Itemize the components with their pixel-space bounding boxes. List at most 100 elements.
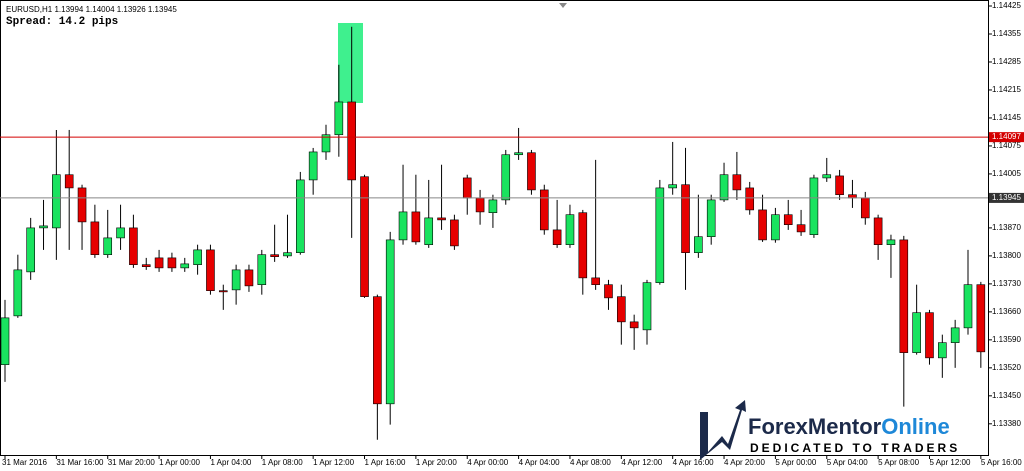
x-tick-label: 4 Apr 20:00: [724, 458, 765, 467]
candle-body: [0, 317, 10, 365]
candle-body: [835, 175, 844, 196]
watermark: ForexMentorOnline DEDICATED TO TRADERS: [700, 400, 960, 460]
candle-body: [938, 342, 947, 359]
candle-body: [809, 177, 819, 235]
candle-body: [527, 152, 536, 191]
candle-body: [963, 284, 973, 329]
candle-body: [334, 101, 344, 136]
candle-body: [154, 257, 164, 269]
watermark-tagline: DEDICATED TO TRADERS: [750, 441, 960, 455]
candle-body: [257, 254, 267, 285]
plot: [0, 26, 986, 440]
x-tick-label: 5 Apr 00:00: [775, 458, 816, 467]
x-tick-label: 4 Apr 16:00: [673, 458, 714, 467]
candle-body: [321, 134, 331, 153]
price-label-box: [989, 192, 1024, 203]
y-tick-label: 1.14425: [992, 1, 1021, 10]
x-tick-label: 5 Apr 12:00: [929, 458, 970, 467]
x-tick-label: 1 Apr 04:00: [210, 458, 251, 467]
y-tick-label: 1.13590: [992, 335, 1021, 344]
logo-icon: [700, 400, 746, 460]
x-tick-label: 4 Apr 04:00: [519, 458, 560, 467]
y-tick-label: 1.13380: [992, 419, 1021, 428]
candle-body: [26, 227, 35, 273]
candle-body: [193, 249, 202, 265]
candle-body: [308, 151, 318, 181]
y-tick-label: 1.13660: [992, 307, 1021, 316]
candle-body: [976, 284, 986, 353]
candle-body: [167, 257, 177, 269]
candle-body: [296, 179, 305, 253]
candle-body: [732, 174, 742, 191]
candle-body: [822, 174, 832, 179]
candle-body: [39, 225, 48, 229]
candle-body: [398, 211, 408, 241]
candle-body: [899, 239, 909, 353]
candle-body: [655, 187, 665, 283]
x-tick-label: 5 Apr 08:00: [878, 458, 919, 467]
candle-body: [514, 152, 523, 156]
y-tick-label: 1.14145: [992, 113, 1021, 122]
x-tick-label: 1 Apr 12:00: [313, 458, 354, 467]
x-tick-label: 5 Apr 16:00: [981, 458, 1022, 467]
candle-body: [52, 174, 61, 229]
y-tick-label: 1.13730: [992, 279, 1021, 288]
y-tick-label: 1.13520: [992, 363, 1021, 372]
candle-body: [950, 327, 960, 343]
y-tick-label: 1.14215: [992, 85, 1021, 94]
x-tick-label: 4 Apr 00:00: [467, 458, 508, 467]
price-label: 1.13945: [992, 193, 1021, 202]
candle-body: [604, 284, 613, 299]
y-tick-label: 1.14005: [992, 169, 1021, 178]
candle-body: [411, 211, 421, 243]
candle-body: [450, 219, 459, 247]
candle-body: [642, 282, 652, 331]
candle-body: [437, 217, 446, 221]
candle-body: [103, 237, 113, 255]
candle-body: [694, 236, 703, 253]
candle-body: [475, 197, 485, 213]
x-tick-label: 4 Apr 08:00: [570, 458, 611, 467]
candle-body: [668, 184, 677, 189]
candle-body: [591, 277, 600, 285]
chart-subtitle: Spread: 14.2 pips: [6, 16, 118, 28]
x-tick-label: 1 Apr 00:00: [159, 458, 200, 467]
x-tick-label: 4 Apr 12:00: [621, 458, 662, 467]
candle-body: [758, 209, 767, 241]
x-tick-label: 31 Mar 2016: [2, 458, 47, 467]
candle-body: [244, 269, 254, 287]
y-tick-label: 1.13800: [992, 251, 1021, 260]
candle-body: [77, 187, 87, 223]
candle-body: [488, 199, 498, 214]
x-tick-label: 5 Apr 04:00: [827, 458, 868, 467]
candle-body: [925, 312, 934, 359]
candle-body: [360, 176, 369, 297]
y-tick-label: 1.14355: [992, 29, 1021, 38]
candle-body: [283, 252, 292, 257]
candle-body: [565, 214, 575, 245]
candle-body: [681, 184, 690, 253]
price-label-box: [989, 132, 1024, 143]
candle-body: [116, 227, 125, 239]
candle-body: [385, 239, 395, 405]
x-tick-label: 1 Apr 16:00: [365, 458, 406, 467]
x-tick-label: 31 Mar 16:00: [56, 458, 104, 467]
candle-body: [231, 269, 241, 291]
candle-body: [873, 217, 883, 245]
candle-body: [886, 239, 896, 245]
candle-body: [218, 290, 228, 293]
watermark-name: ForexMentor: [748, 414, 882, 439]
candle-body: [501, 154, 511, 201]
candle-body: [860, 197, 870, 219]
candle-body: [206, 249, 215, 291]
candle-body: [180, 263, 190, 269]
y-tick-label: 1.14285: [992, 57, 1021, 66]
candle-body: [578, 212, 588, 279]
candle-body: [424, 217, 434, 245]
candle-body: [347, 101, 356, 181]
candle-body: [796, 224, 806, 233]
candle-body: [373, 296, 382, 405]
highlight: [338, 23, 363, 103]
candle-body: [129, 227, 138, 265]
